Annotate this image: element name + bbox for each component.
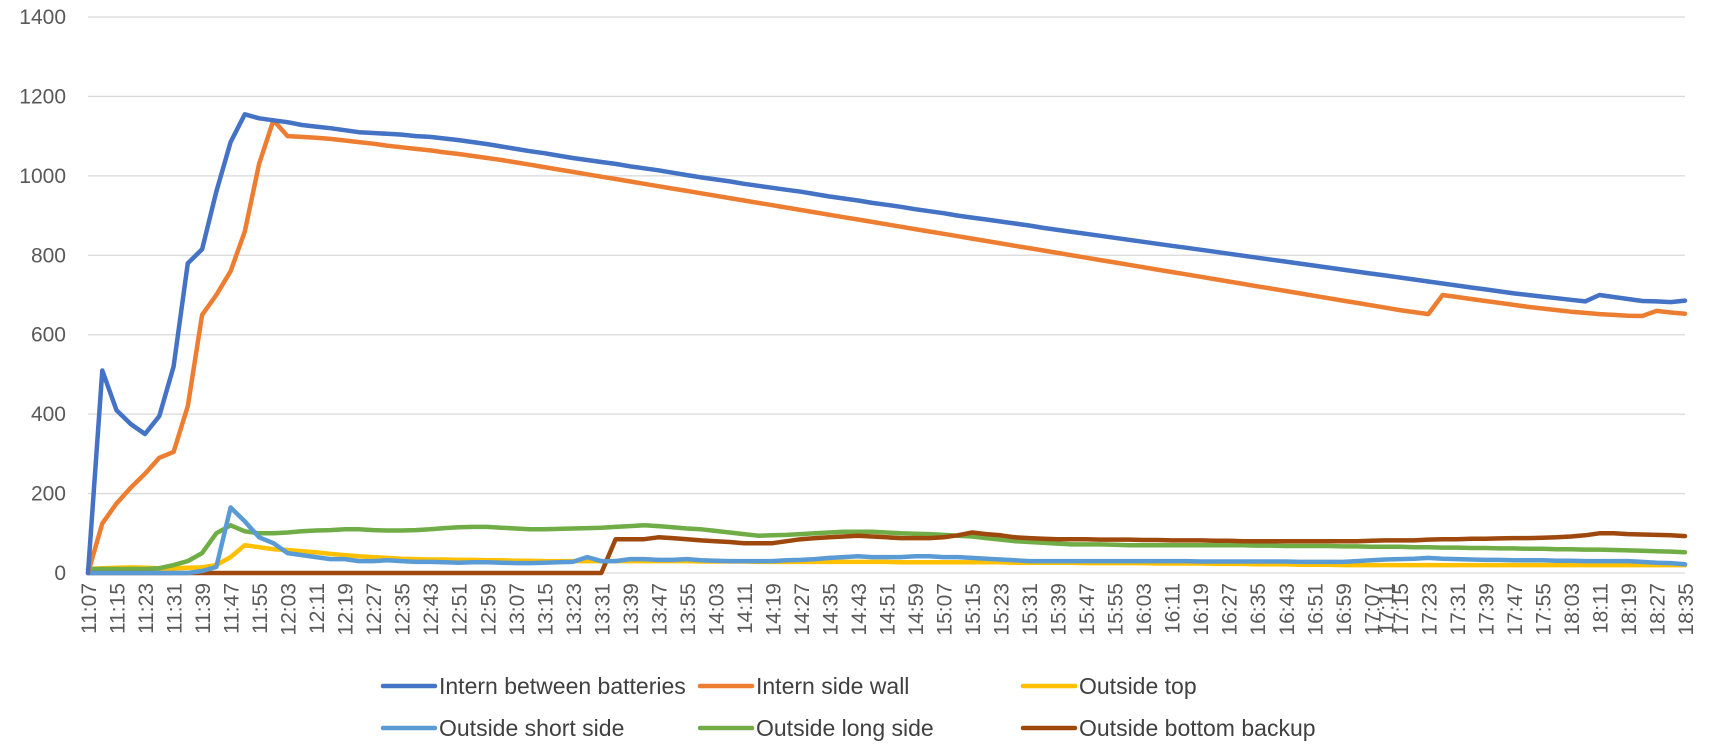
x-tick-label: 12:03 — [278, 583, 301, 636]
x-tick-label: 17:15 — [1390, 583, 1413, 636]
x-tick-label: 12:59 — [477, 583, 500, 636]
x-tick-label: 12:35 — [392, 583, 415, 636]
x-tick-label: 14:19 — [762, 583, 785, 636]
x-tick-label: 18:19 — [1618, 583, 1641, 636]
x-tick-label: 15:55 — [1105, 583, 1128, 636]
gridlines — [88, 16, 1685, 574]
legend-label: Outside bottom backup — [1079, 715, 1316, 741]
x-tick-label: 16:35 — [1247, 583, 1270, 636]
legend-label: Intern side wall — [756, 673, 909, 699]
x-tick-label: 13:31 — [591, 583, 614, 636]
y-tick-label: 200 — [31, 483, 66, 506]
series-line-outside-long-side — [85, 523, 1688, 572]
x-tick-label: 12:43 — [420, 583, 443, 636]
y-tick-label: 1400 — [19, 6, 66, 29]
x-tick-label: 16:43 — [1276, 583, 1299, 636]
x-tick-label: 13:55 — [677, 583, 700, 636]
series-lines — [85, 112, 1688, 576]
legend-label: Outside long side — [756, 715, 934, 741]
x-tick-label: 17:39 — [1475, 583, 1498, 636]
x-tick-label: 17:11 — [1376, 583, 1399, 634]
y-tick-label: 800 — [31, 244, 66, 267]
x-tick-label: 13:15 — [534, 583, 557, 636]
y-tick-label: 1000 — [19, 165, 66, 188]
x-tick-label: 18:27 — [1646, 583, 1669, 636]
x-tick-label: 16:51 — [1304, 583, 1327, 636]
series-line-intern-between-batteries — [85, 112, 1688, 576]
series-line-intern-side-wall — [85, 118, 1688, 576]
series-line-outside-bottom-backup — [85, 530, 1688, 576]
x-tick-label: 14:03 — [705, 583, 728, 636]
x-tick-label: 18:11 — [1589, 583, 1612, 634]
x-tick-label: 14:11 — [734, 583, 757, 634]
x-tick-label: 11:23 — [135, 583, 158, 634]
x-tick-label: 13:47 — [648, 583, 671, 636]
x-tick-label: 14:35 — [819, 583, 842, 636]
x-tick-label: 11:31 — [164, 583, 187, 634]
x-tick-label: 15:15 — [962, 583, 985, 636]
x-tick-label: 14:51 — [877, 583, 900, 636]
x-tick-label: 12:27 — [363, 583, 386, 636]
x-tick-label: 15:23 — [991, 583, 1014, 636]
x-tick-label: 11:55 — [249, 583, 272, 634]
x-tick-label: 13:07 — [506, 583, 529, 636]
x-tick-label: 15:07 — [934, 583, 957, 636]
x-tick-label: 16:03 — [1133, 583, 1156, 636]
y-tick-label: 1200 — [19, 85, 66, 108]
x-tick-label: 17:07 — [1361, 583, 1384, 636]
x-tick-label: 15:31 — [1019, 583, 1042, 636]
y-tick-label: 400 — [31, 403, 66, 426]
x-tick-label: 14:59 — [905, 583, 928, 636]
x-tick-label: 11:07 — [78, 583, 101, 634]
x-tick-label: 14:27 — [791, 583, 814, 636]
x-tick-label: 17:55 — [1532, 583, 1555, 636]
x-tick-label: 12:19 — [335, 583, 358, 636]
x-tick-label: 15:39 — [1048, 583, 1071, 636]
series-line-outside-top — [85, 542, 1688, 572]
x-tick-label: 12:11 — [306, 583, 329, 634]
x-tick-label: 18:35 — [1675, 583, 1698, 636]
x-tick-label: 18:03 — [1561, 583, 1584, 636]
x-tick-label: 16:27 — [1219, 583, 1242, 636]
x-tick-label: 17:47 — [1504, 583, 1527, 636]
legend-label: Intern between batteries — [439, 673, 686, 699]
series-line-outside-short-side — [85, 505, 1688, 576]
x-tick-label: 17:23 — [1418, 583, 1441, 636]
y-tick-label: 600 — [31, 324, 66, 347]
y-axis-tick-labels: 0 200 400 600 800 1000 1200 1400 — [19, 6, 66, 585]
x-tick-label: 11:47 — [221, 583, 244, 634]
x-tick-label: 11:15 — [107, 583, 130, 634]
x-tick-label: 16:59 — [1333, 583, 1356, 636]
x-tick-label: 13:23 — [563, 583, 586, 636]
x-tick-label: 14:43 — [848, 583, 871, 636]
y-tick-label: 0 — [54, 562, 66, 585]
x-tick-label: 12:51 — [449, 583, 472, 636]
x-tick-label: 13:39 — [620, 583, 643, 636]
x-tick-label: 15:47 — [1076, 583, 1099, 636]
x-tick-label: 11:39 — [192, 583, 215, 634]
x-tick-label: 16:19 — [1190, 583, 1213, 636]
legend-label: Outside short side — [439, 715, 624, 741]
legend-label: Outside top — [1079, 673, 1197, 699]
legend: Intern between batteries Intern side wall… — [380, 673, 1316, 741]
x-tick-label: 17:31 — [1447, 583, 1470, 636]
x-tick-label: 16:11 — [1162, 583, 1185, 634]
x-axis-tick-labels: 11:07 11:15 11:23 11:31 11:39 11:47 11:55 12:03… — [78, 583, 1698, 636]
